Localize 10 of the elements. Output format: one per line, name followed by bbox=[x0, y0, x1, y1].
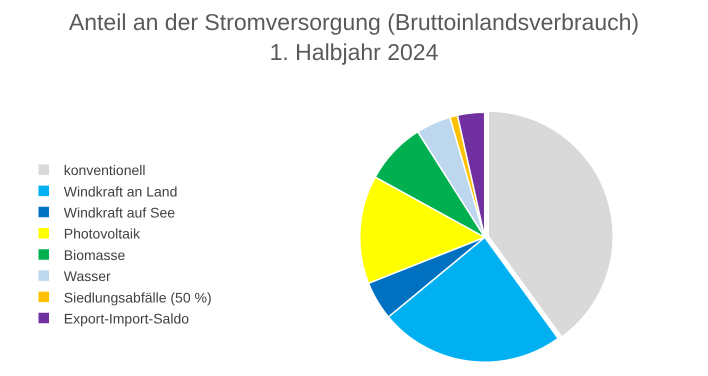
legend-label: Windkraft auf See bbox=[64, 204, 176, 221]
legend-label: Photovoltaik bbox=[64, 226, 142, 242]
chart-title: Anteil an der Stromversorgung (Bruttoinlandsverbrauch) bbox=[68, 9, 640, 36]
chart-subtitle: 1. Halbjahr 2024 bbox=[270, 38, 439, 65]
legend-label: Export-Import-Saldo bbox=[64, 310, 190, 327]
legend-label: Windkraft an Land bbox=[64, 183, 178, 200]
legend-label: konventionell bbox=[64, 162, 146, 178]
legend-label: Biomasse bbox=[64, 246, 126, 263]
legend-label: Wasser bbox=[64, 268, 112, 284]
legend-label: Siedlungsabfälle (50 %) bbox=[64, 289, 212, 306]
